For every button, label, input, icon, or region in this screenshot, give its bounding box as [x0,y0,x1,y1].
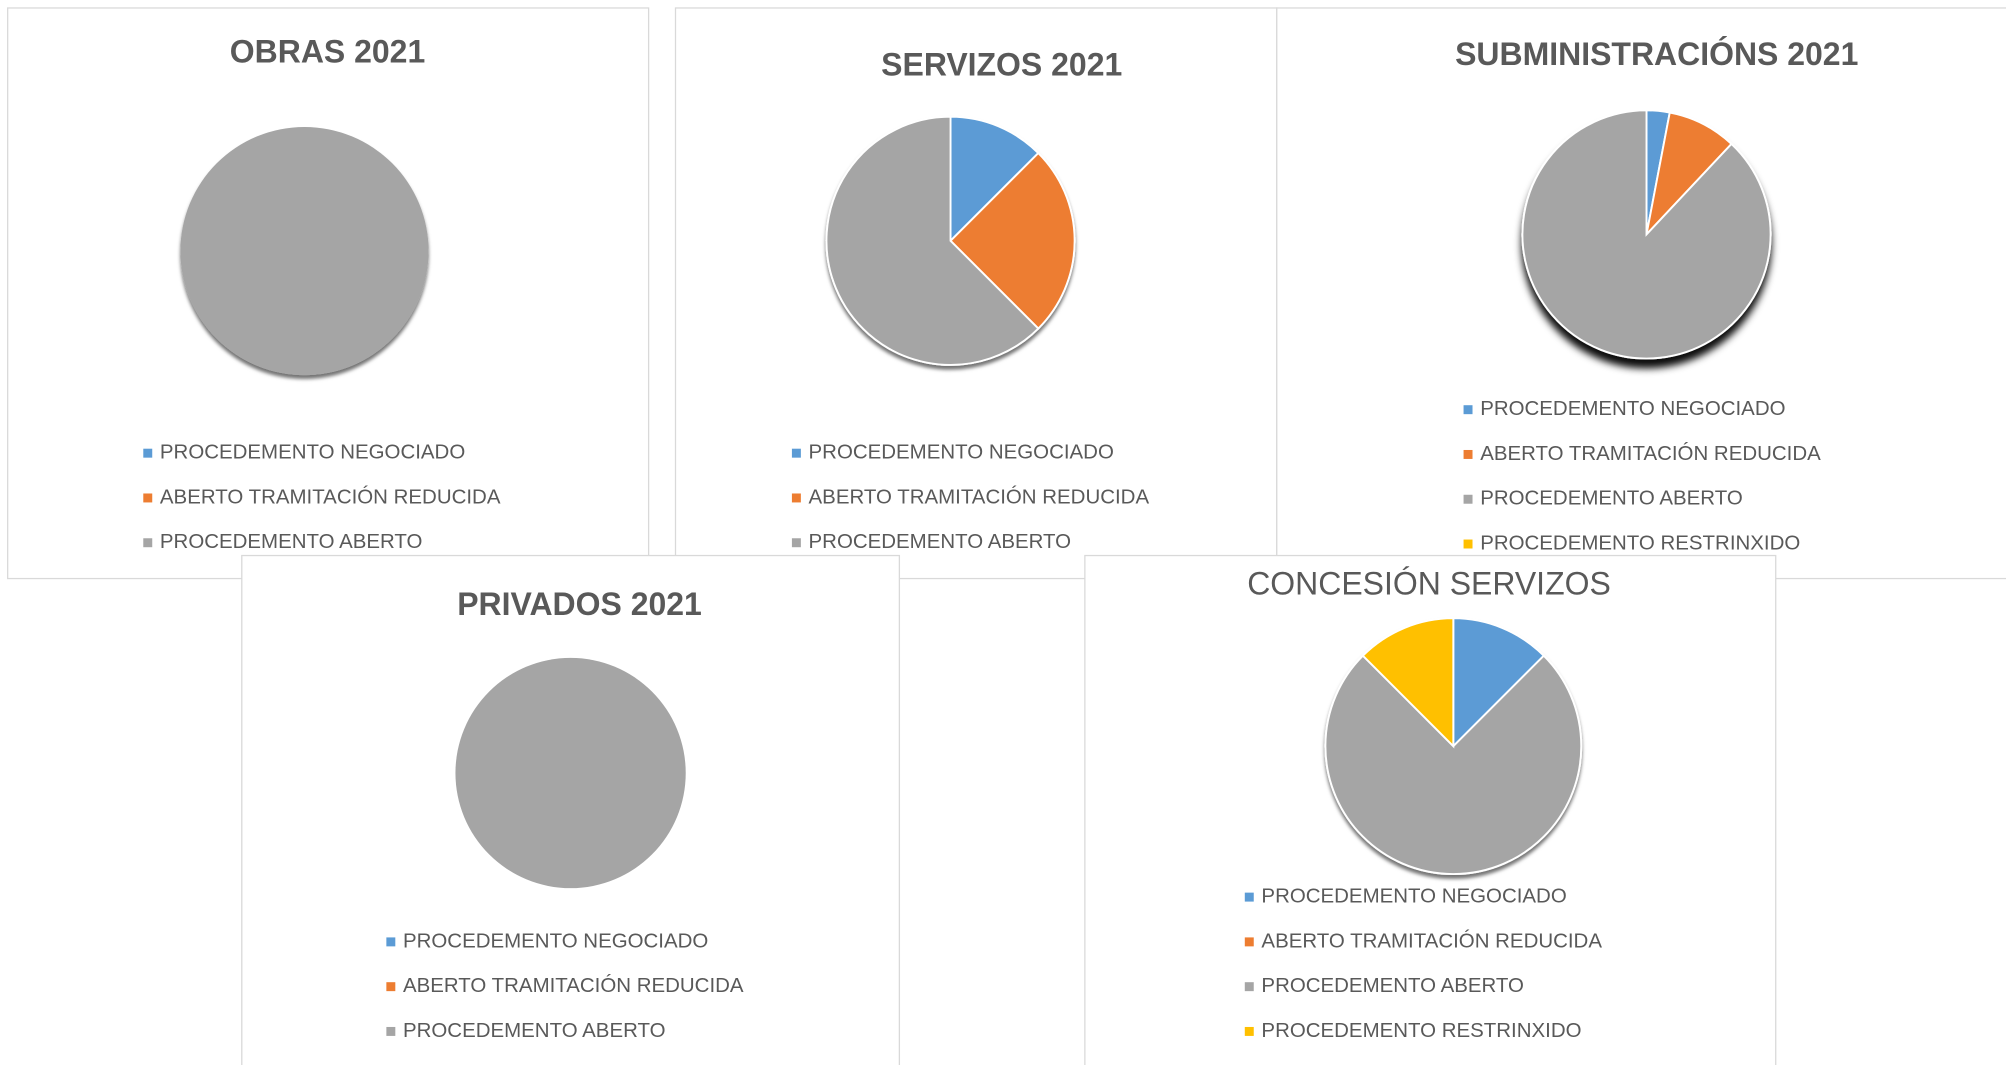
pie [1324,617,1583,876]
chart-panel: PRIVADOS 2021 PROCEDEMENTO NEGOCIADO ABERT… [241,554,901,1065]
legend-swatch [143,538,153,548]
legend-swatch [1244,982,1254,992]
pie-slice [949,151,1076,330]
legend-label: PROCEDEMENTO RESTRINXIDO [1261,1019,1581,1042]
legend-swatch [386,937,396,947]
legend-label: PROCEDEMENTO ABERTO [809,530,1072,553]
chart-panel: CONCESIÓN SERVIZOS PROCEDEMENTO NEGOCIADO… [1084,554,1777,1065]
pie-slice [1452,617,1546,749]
legend-swatch [386,982,396,992]
pie [825,115,1076,366]
legend-swatch [386,1026,396,1036]
pie-slice [180,126,429,376]
legend-swatch [143,448,153,458]
legend-label: ABERTO TRAMITACIÓN REDUCIDA [1261,929,1602,952]
legend-label: ABERTO TRAMITACIÓN REDUCIDA [1480,442,1821,465]
pie-slice [1361,617,1455,749]
legend-label: PROCEDEMENTO ABERTO [1261,974,1524,997]
legend-swatch [791,448,801,458]
pie-slice [1324,654,1583,876]
pie [1521,109,1772,360]
legend-label: PROCEDEMENTO NEGOCIADO [809,441,1114,464]
legend-swatch [1463,405,1473,415]
pie-slice [949,115,1040,244]
legend-swatch [1463,494,1473,504]
legend-label: PROCEDEMENTO RESTRINXIDO [1480,531,1800,554]
legend-label: ABERTO TRAMITACIÓN REDUCIDA [403,974,744,997]
legend-swatch [791,493,801,503]
chart-panel: SUBMINISTRACIÓNS 2021 PROCEDEMENTO NEGOCI… [1276,7,2006,580]
legend-label: PROCEDEMENTO ABERTO [160,530,423,553]
legend-label: ABERTO TRAMITACIÓN REDUCIDA [160,485,501,508]
legend-swatch [791,538,801,548]
chart-panel: SERVIZOS 2021 PROCEDEMENTO NEGOCIADO ABERT… [674,7,1278,580]
pie-slice [825,115,1040,366]
legend-label: PROCEDEMENTO NEGOCIADO [1261,885,1566,908]
legend-swatch [1244,892,1254,902]
chart-title: OBRAS 2021 [230,33,425,69]
legend-swatch [1244,937,1254,947]
legend-label: PROCEDEMENTO ABERTO [1480,487,1743,510]
legend-swatch [1463,449,1473,459]
legend-label: PROCEDEMENTO NEGOCIADO [160,441,465,464]
chart-title: SUBMINISTRACIÓNS 2021 [1455,36,1858,72]
chart-title: SERVIZOS 2021 [881,46,1122,82]
legend-swatch [1463,539,1473,549]
pie-slice [1521,109,1772,360]
chart-title: CONCESIÓN SERVIZOS [1247,566,1611,602]
legend-label: ABERTO TRAMITACIÓN REDUCIDA [809,485,1150,508]
pie [455,657,686,889]
legend-label: PROCEDEMENTO ABERTO [403,1019,666,1042]
legend-label: PROCEDEMENTO NEGOCIADO [403,929,708,952]
chart-panel: OBRAS 2021 PROCEDEMENTO NEGOCIADO ABERTO T… [7,7,650,580]
legend-swatch [143,493,153,503]
pie [180,126,429,376]
pie-slice [455,657,686,889]
chart-title: PRIVADOS 2021 [457,586,702,622]
legend-swatch [1244,1026,1254,1036]
legend-label: PROCEDEMENTO NEGOCIADO [1480,397,1785,420]
